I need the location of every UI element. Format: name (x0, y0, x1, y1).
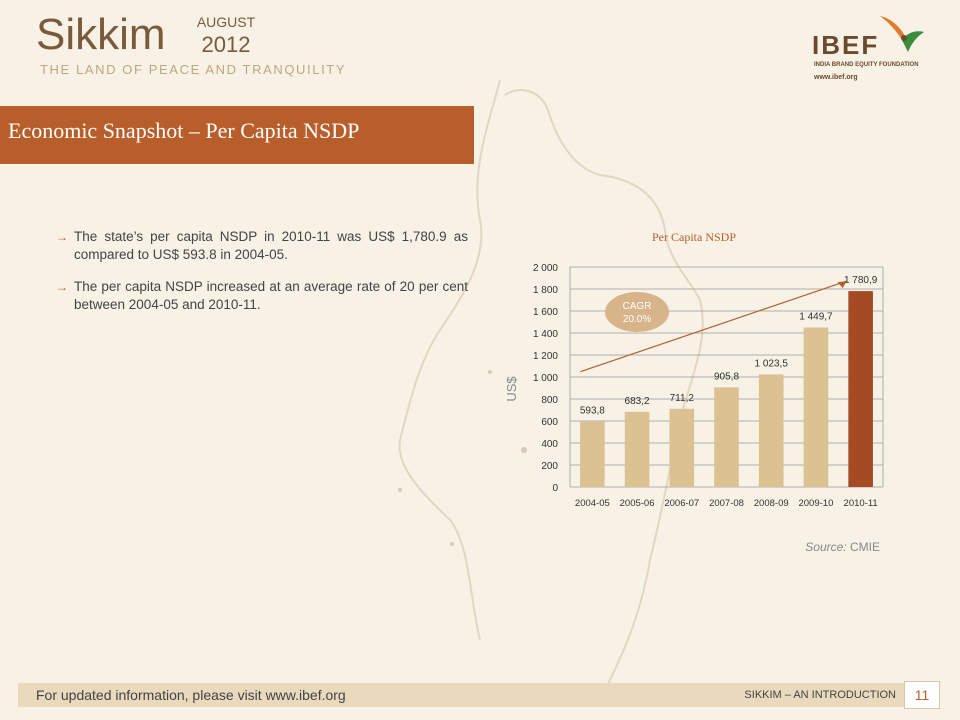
source-value: CMIE (850, 540, 880, 554)
page-title: Sikkim (36, 10, 166, 59)
bar (714, 387, 739, 487)
cagr-arrowhead (837, 281, 847, 289)
section-header-bar: Economic Snapshot – Per Capita NSDP (0, 106, 474, 164)
x-tick-label: 2008-09 (754, 498, 789, 509)
arrow-right-icon: → (56, 280, 68, 294)
header-month: AUGUST (196, 14, 256, 30)
map-dot (398, 488, 402, 492)
arrow-right-icon: → (56, 230, 68, 244)
y-tick-label: 1 400 (533, 329, 558, 340)
y-tick-label: 1 600 (533, 307, 558, 318)
x-tick-label: 2009-10 (798, 498, 833, 509)
map-dot (450, 542, 454, 546)
data-label: 1 449,7 (799, 312, 833, 323)
bar (803, 327, 829, 487)
x-tick-label: 2007-08 (709, 498, 744, 509)
bullet-list: → The state’s per capita NSDP in 2010-11… (56, 228, 468, 328)
bullet-item: → The state’s per capita NSDP in 2010-11… (56, 228, 468, 264)
logo-text: IBEF (812, 30, 880, 60)
bar (669, 408, 695, 487)
chart-title: Per Capita NSDP (652, 230, 736, 244)
data-label: 905,8 (714, 371, 739, 382)
data-label: 711,2 (670, 393, 695, 404)
map-outline-2 (398, 79, 501, 641)
x-tick-label: 2005-06 (620, 498, 655, 509)
data-label: 1 780,9 (844, 275, 878, 286)
cagr-value: 20.0% (623, 314, 651, 325)
y-tick-label: 1 800 (533, 285, 558, 296)
bullet-item: → The per capita NSDP increased at an av… (56, 278, 468, 314)
cagr-bubble (605, 292, 670, 332)
section-title: Economic Snapshot – Per Capita NSDP (8, 118, 360, 143)
bar (848, 291, 873, 487)
source-note: Source: CMIE (700, 540, 880, 554)
bar (624, 411, 650, 487)
bar-chart: 0 200 400 600 800 1 000 1 200 1 400 1 600 1 800 2 … (504, 263, 884, 509)
y-tick-label: 1 200 (533, 351, 558, 362)
bullet-text: The state’s per capita NSDP in 2010-11 w… (74, 229, 468, 262)
y-tick-label: 2 000 (533, 263, 558, 274)
bird-icon (880, 16, 924, 52)
y-tick-label: 400 (541, 439, 558, 450)
data-label: 683,2 (625, 396, 650, 407)
bar (580, 421, 605, 487)
x-tick-label: 2010-11 (844, 498, 878, 509)
x-tick-label: 2006-07 (664, 498, 699, 509)
cagr-label: CAGR (623, 301, 652, 312)
map-outline (504, 89, 704, 701)
map-dot (521, 447, 527, 453)
x-tick-label: 2004-05 (575, 498, 610, 509)
y-axis-label: US$ (504, 376, 519, 402)
y-tick-label: 600 (541, 417, 558, 428)
bullet-text: The per capita NSDP increased at an aver… (74, 279, 468, 312)
y-tick-label: 0 (552, 483, 558, 494)
page-number: 11 (904, 681, 940, 709)
header-tagline: THE LAND OF PEACE AND TRANQUILITY (40, 62, 347, 77)
map-dot (488, 370, 492, 374)
data-label: 593,8 (580, 406, 605, 417)
y-tick-label: 800 (541, 395, 558, 406)
bar (758, 374, 784, 487)
y-tick-label: 200 (541, 461, 558, 472)
logo-url: www.ibef.org (814, 74, 858, 81)
footer-bar: For updated information, please visit ww… (18, 683, 918, 707)
header-year: 2012 (201, 32, 251, 57)
footer-section-name: SIKKIM – AN INTRODUCTION (744, 689, 896, 701)
cagr-trend-line (580, 280, 847, 373)
data-label: 1 023,5 (755, 358, 789, 369)
y-tick-label: 1 000 (533, 373, 558, 384)
ibef-logo: IBEF INDIA BRAND EQUITY FOUNDATION www.i… (812, 8, 932, 90)
footer-link-text[interactable]: For updated information, please visit ww… (36, 687, 346, 703)
logo-subtitle: INDIA BRAND EQUITY FOUNDATION (814, 62, 919, 68)
source-label: Source: (805, 540, 847, 554)
